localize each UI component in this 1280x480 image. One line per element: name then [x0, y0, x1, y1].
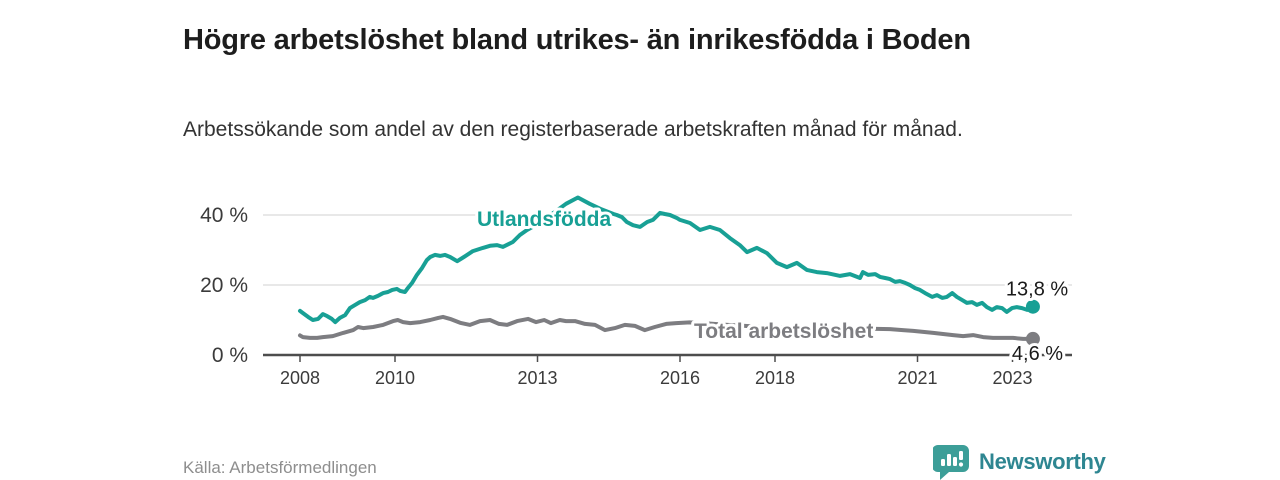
y-tick-label: 0 % — [212, 344, 248, 367]
series-end-dot-utlandsfodda — [1025, 299, 1040, 314]
y-tick-label: 40 % — [200, 204, 248, 227]
x-tick-label: 2010 — [375, 368, 415, 388]
series-name-label: Total arbetslöshet — [694, 320, 873, 343]
series-line-total — [298, 314, 1035, 341]
source-note: Källa: Arbetsförmedlingen — [183, 458, 377, 477]
series-end-value-label: 13,8 % — [1006, 279, 1068, 301]
x-tick-label: 2021 — [897, 368, 937, 388]
x-tick-label: 2008 — [280, 368, 320, 388]
series-line-utlandsfodda — [298, 195, 1035, 325]
x-tick-label: 2018 — [755, 368, 795, 388]
brand-logo: Newsworthy — [933, 444, 1106, 480]
series-name-label: Utlandsfödda — [477, 208, 611, 231]
chart-subtitle: Arbetssökande som andel av den registerb… — [183, 118, 963, 141]
newsworthy-icon — [933, 444, 969, 480]
y-tick-label: 20 % — [200, 274, 248, 297]
series-end-value-label: 4,6 % — [1012, 343, 1063, 365]
x-tick-label: 2016 — [660, 368, 700, 388]
x-tick-label: 2013 — [517, 368, 557, 388]
brand-name: Newsworthy — [979, 449, 1106, 474]
series-end-dot-total — [1025, 331, 1040, 346]
page-title: Högre arbetslöshet bland utrikes- än inr… — [183, 24, 971, 57]
x-tick-label: 2023 — [992, 368, 1032, 388]
